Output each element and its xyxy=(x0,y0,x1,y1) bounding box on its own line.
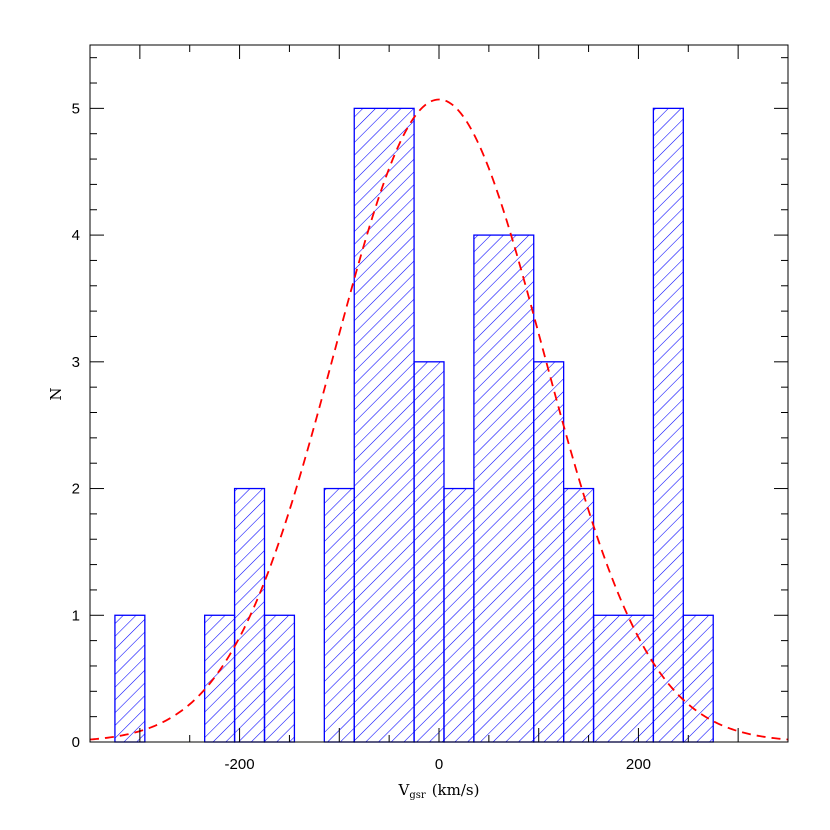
x-axis-title: Vgsr (km/s) xyxy=(398,781,480,801)
histogram-bar-0 xyxy=(114,614,146,743)
y-tick-label: 4 xyxy=(72,227,80,244)
x-tick-label: 0 xyxy=(435,756,443,773)
histogram-bar-10 xyxy=(562,487,595,743)
histogram-bars xyxy=(114,107,714,743)
histogram-bar-1 xyxy=(204,614,236,743)
histogram-bar-6 xyxy=(413,361,445,743)
histogram-bar-12 xyxy=(652,107,684,743)
histogram-bar-3 xyxy=(263,614,296,743)
histogram-bar-5 xyxy=(353,107,415,743)
histogram-bar-7 xyxy=(443,487,475,743)
histogram-bar-13 xyxy=(682,614,714,743)
y-tick-label: 1 xyxy=(72,607,80,624)
y-axis-title: N xyxy=(47,387,65,400)
gaussian-fit xyxy=(90,98,788,741)
y-tick-label: 0 xyxy=(72,734,80,751)
axis-ticks xyxy=(90,45,788,742)
histogram-bar-9 xyxy=(533,361,565,743)
y-tick-label: 2 xyxy=(72,481,80,498)
x-axis-title-subscript: gsr xyxy=(409,790,426,801)
fit-curve-line xyxy=(90,98,788,741)
histogram-bar-8 xyxy=(473,234,535,743)
histogram-bar-4 xyxy=(323,487,355,743)
x-tick-label: 200 xyxy=(626,756,651,773)
x-tick-label: -200 xyxy=(225,756,255,773)
y-tick-label: 5 xyxy=(72,100,80,117)
tick-labels: -200 0 200 0 1 2 3 4 5 xyxy=(72,100,651,773)
histogram-bar-11 xyxy=(592,614,655,743)
y-tick-label: 3 xyxy=(72,354,80,371)
